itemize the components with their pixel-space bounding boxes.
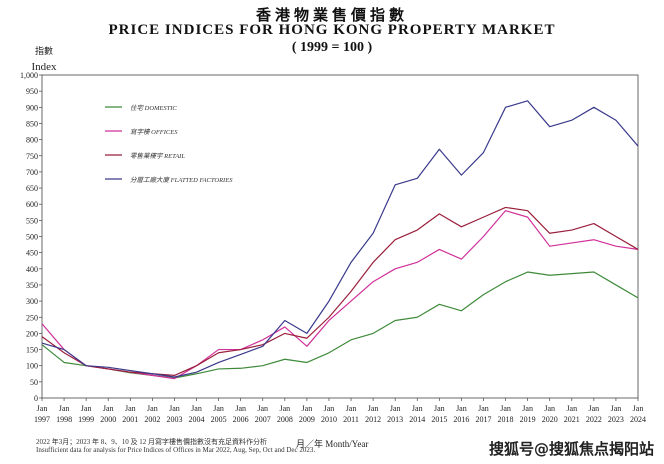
x-tick-label: 2014 — [409, 415, 425, 424]
x-tick-month: Jan — [346, 404, 357, 413]
y-label: Index — [31, 61, 57, 73]
x-tick-label: 2017 — [475, 415, 491, 424]
x-tick-month: Jan — [589, 404, 600, 413]
x-tick-month: Jan — [37, 404, 48, 413]
x-tick-label: 2012 — [365, 415, 381, 424]
x-tick-label: 2004 — [189, 415, 205, 424]
y-tick-label: 300 — [26, 297, 38, 306]
x-tick-label: 2000 — [100, 415, 116, 424]
x-tick-month: Jan — [125, 404, 136, 413]
series-line-3 — [41, 100, 639, 378]
y-tick-label: 700 — [26, 168, 38, 177]
x-tick-month: Jan — [169, 404, 180, 413]
chart-subtitle: ( 1999 = 100 ) — [291, 40, 373, 55]
x-tick-label: 2005 — [211, 415, 227, 424]
y-tick-label: 350 — [26, 281, 38, 290]
y-tick-label: 400 — [26, 265, 38, 274]
x-tick-label: 2019 — [520, 415, 536, 424]
y-label-zh: 指數 — [35, 45, 53, 56]
x-tick-month: Jan — [633, 404, 644, 413]
x-tick-month: Jan — [456, 404, 467, 413]
x-tick-month: Jan — [500, 404, 511, 413]
x-tick-month: Jan — [191, 404, 202, 413]
legend-label: 零售業樓宇 RETAIL — [130, 152, 185, 160]
x-tick-label: 2016 — [453, 415, 469, 424]
y-tick-label: 800 — [26, 136, 38, 145]
x-tick-month: Jan — [59, 404, 70, 413]
series-line-1 — [41, 210, 639, 380]
x-tick-label: 1998 — [56, 415, 72, 424]
x-tick-month: Jan — [302, 404, 313, 413]
x-tick-label: 2021 — [564, 415, 580, 424]
y-tick-label: 650 — [26, 184, 38, 193]
x-tick-label: 2018 — [498, 415, 514, 424]
x-tick-label: 2020 — [542, 415, 558, 424]
x-tick-label: 2001 — [122, 415, 138, 424]
x-tick-label: 2010 — [321, 415, 337, 424]
x-tick-label: 2002 — [144, 415, 160, 424]
x-tick-month: Jan — [566, 404, 577, 413]
chart-title: PRICE INDICES FOR HONG KONG PROPERTY MAR… — [108, 22, 556, 38]
note-en: Insufficient data for analysis for Price… — [36, 446, 316, 454]
chart-title-zh: 香港物業售價指數 — [255, 8, 408, 24]
x-tick-label: 2013 — [387, 415, 403, 424]
x-tick-label: 2007 — [255, 415, 271, 424]
x-tick-month: Jan — [434, 404, 445, 413]
y-tick-label: 150 — [26, 346, 38, 355]
x-tick-label: 1997 — [34, 415, 50, 424]
y-tick-label: 500 — [26, 233, 38, 242]
x-tick-month: Jan — [611, 404, 622, 413]
x-tick-month: Jan — [324, 404, 335, 413]
x-tick-label: 2022 — [586, 415, 602, 424]
series-line-2 — [41, 206, 639, 376]
y-tick-label: 250 — [26, 313, 38, 322]
x-tick-month: Jan — [235, 404, 246, 413]
x-tick-month: Jan — [390, 404, 401, 413]
x-tick-month: Jan — [103, 404, 114, 413]
x-axis-label: 月／年 Month/Year — [296, 439, 369, 449]
y-tick-label: 200 — [26, 329, 38, 338]
x-tick-label: 2023 — [608, 415, 624, 424]
y-tick-label: 850 — [26, 119, 38, 128]
y-tick-label: 600 — [26, 200, 38, 209]
x-tick-month: Jan — [213, 404, 224, 413]
series-line-0 — [41, 271, 639, 379]
y-tick-label: 100 — [26, 362, 38, 371]
x-tick-month: Jan — [478, 404, 489, 413]
x-tick-label: 2015 — [431, 415, 447, 424]
x-tick-label: 2003 — [166, 415, 182, 424]
x-tick-label: 2009 — [299, 415, 315, 424]
legend-label: 寫字樓 OFFICES — [130, 128, 178, 136]
legend-label: 住宅 DOMESTIC — [130, 104, 177, 112]
x-tick-label: 2024 — [630, 415, 646, 424]
x-tick-month: Jan — [412, 404, 423, 413]
x-tick-label: 2006 — [233, 415, 249, 424]
y-tick-label: 0 — [34, 394, 38, 403]
plot-frame — [41, 74, 639, 399]
x-tick-month: Jan — [257, 404, 268, 413]
watermark: 搜狐号@搜狐焦点揭阳站 — [488, 440, 654, 458]
x-tick-month: Jan — [81, 404, 92, 413]
x-tick-month: Jan — [279, 404, 290, 413]
x-tick-label: 2008 — [277, 415, 293, 424]
note-zh: 2022 年3月；2023 年 8、9、10 及 12 月寫字樓售價指數沒有充足… — [36, 438, 267, 446]
y-tick-label: 950 — [26, 87, 38, 96]
x-tick-month: Jan — [522, 404, 533, 413]
x-tick-label: 1999 — [78, 415, 94, 424]
x-tick-month: Jan — [368, 404, 379, 413]
x-tick-label: 2011 — [343, 415, 359, 424]
y-tick-label: 550 — [26, 216, 38, 225]
x-tick-month: Jan — [147, 404, 158, 413]
y-tick-label: 900 — [26, 103, 38, 112]
y-tick-label: 50 — [30, 378, 38, 387]
x-tick-month: Jan — [544, 404, 555, 413]
legend-label: 分層工廠大廈 FLATTED FACTORIES — [130, 176, 233, 184]
y-tick-label: 1,000 — [20, 71, 38, 80]
y-tick-label: 450 — [26, 249, 38, 258]
y-tick-label: 750 — [26, 152, 38, 161]
